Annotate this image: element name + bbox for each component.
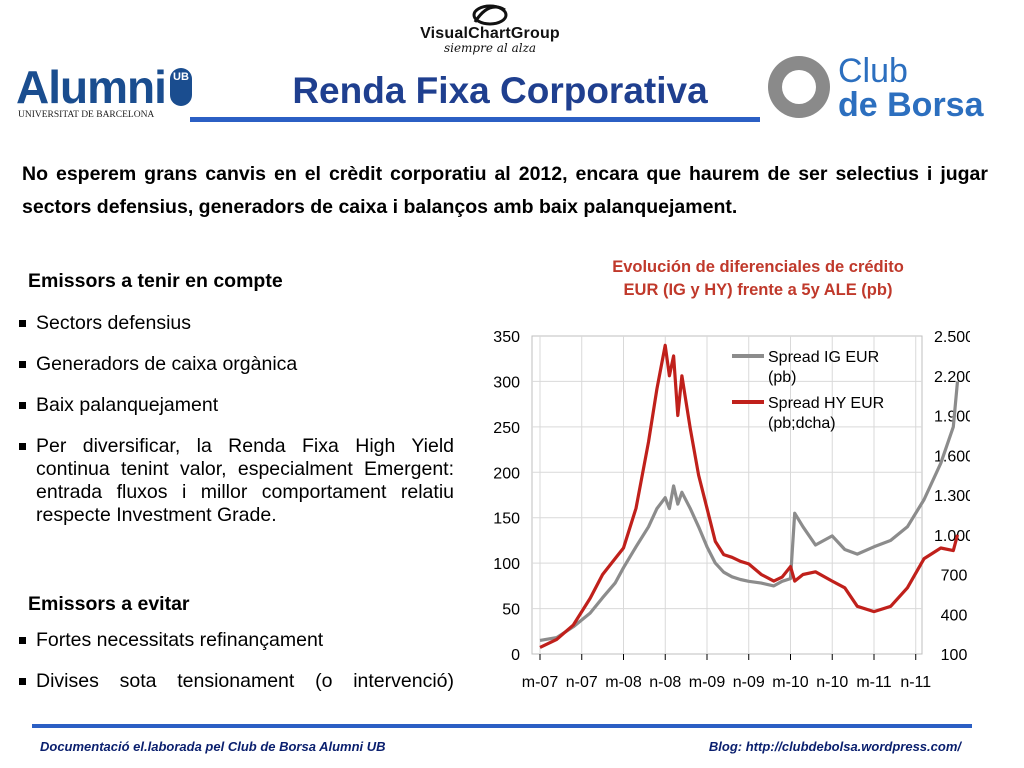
y-right-tick-label: 2.500	[934, 329, 970, 346]
bullet-square-icon	[19, 443, 26, 450]
legend-label: (pb)	[768, 369, 796, 386]
chart-title-line2: EUR (IG y HY) frente a 5y ALE (pb)	[623, 281, 893, 299]
ub-badge: UB	[170, 68, 192, 106]
plot-frame	[531, 335, 923, 655]
y-right-tick-label: 1.000	[934, 528, 970, 545]
y-left-tick-label: 350	[493, 329, 520, 346]
club-de-borsa-logo: Club de Borsa	[768, 50, 988, 124]
chart-title: Evolución de diferenciales de crédito EU…	[548, 256, 968, 302]
list-item-text: Sectors defensius	[36, 312, 192, 334]
list-item: Divises sota tensionament (o intervenció…	[18, 670, 454, 693]
y-left-tick-label: 100	[493, 556, 520, 573]
y-right-tick-label: 1.300	[934, 488, 970, 505]
list-item: Sectors defensius	[18, 312, 454, 335]
list-item-text: Baix palanquejament	[36, 394, 219, 416]
bullet-square-icon	[19, 637, 26, 644]
x-tick-label: m-11	[856, 674, 891, 691]
x-tick-label: n-08	[649, 674, 681, 691]
bullet-square-icon	[19, 678, 26, 685]
legend-label: Spread IG EUR	[768, 349, 879, 366]
y-left-tick-label: 150	[493, 511, 520, 528]
club-badge-icon	[768, 56, 830, 118]
footer-blog-link[interactable]: Blog: http://clubdebolsa.wordpress.com/	[708, 739, 961, 754]
list-item-text: Divises sota tensionament (o intervenció…	[36, 670, 454, 692]
alumni-subtitle: UNIVERSITAT DE BARCELONA	[18, 110, 155, 120]
list-item: Baix palanquejament	[18, 394, 454, 417]
section-heading-avoid: Emissors a evitar	[28, 593, 190, 615]
vcg-name: VisualChartGroup	[420, 25, 560, 42]
y-right-tick-label: 700	[941, 568, 968, 585]
list-item: Per diversificar, la Renda Fixa High Yie…	[18, 435, 454, 527]
y-right-tick-label: 400	[941, 607, 968, 624]
y-right-tick-label: 1.900	[934, 409, 970, 426]
x-tick-label: m-09	[689, 674, 726, 691]
footer-credit: Documentació el.laborada pel Club de Bor…	[40, 739, 386, 754]
x-tick-label: n-10	[816, 674, 848, 691]
x-tick-label: n-09	[733, 674, 765, 691]
series-line	[539, 381, 960, 642]
footer-rule	[32, 724, 972, 728]
y-left-tick-label: 300	[493, 374, 520, 391]
bullet-square-icon	[19, 320, 26, 327]
y-left-tick-label: 250	[493, 420, 520, 437]
de-borsa-word: de Borsa	[838, 86, 984, 124]
vcg-tagline: siempre al alza	[443, 41, 537, 55]
visualchartgroup-logo: VisualChartGroup siempre al alza	[395, 4, 585, 56]
issuers-include-list: Sectors defensius Generadors de caixa or…	[18, 312, 454, 527]
x-tick-label: m-07	[522, 674, 559, 691]
bullet-square-icon	[19, 361, 26, 368]
y-right-tick-label: 100	[941, 647, 968, 664]
series-line	[539, 343, 960, 649]
alumni-ub-logo: Alumni UB UNIVERSITAT DE BARCELONA	[16, 61, 192, 124]
x-tick-label: n-11	[900, 674, 931, 691]
y-left-tick-label: 50	[502, 602, 520, 619]
x-tick-label: n-07	[566, 674, 598, 691]
x-tick-label: m-10	[772, 674, 809, 691]
x-tick-label: m-08	[605, 674, 642, 691]
list-item: Generadors de caixa orgànica	[18, 353, 454, 376]
chart-title-line1: Evolución de diferenciales de crédito	[612, 258, 904, 276]
vcg-swoosh-icon	[472, 4, 508, 26]
legend-label: (pb;dcha)	[768, 415, 836, 432]
list-item-text: Fortes necessitats refinançament	[36, 629, 324, 651]
y-left-tick-label: 200	[493, 465, 520, 482]
bullet-square-icon	[19, 402, 26, 409]
alumni-wordmark: Alumni	[16, 61, 167, 113]
page-title: Renda Fixa Corporativa	[292, 70, 708, 111]
y-right-tick-label: 2.200	[934, 369, 970, 386]
intro-paragraph: No esperem grans canvis en el crèdit cor…	[22, 163, 988, 218]
list-item: Fortes necessitats refinançament	[18, 629, 454, 652]
title-underline	[190, 117, 760, 122]
section-heading-include: Emissors a tenir en compte	[28, 270, 283, 292]
list-item-text: Per diversificar, la Renda Fixa High Yie…	[36, 435, 454, 526]
issuers-avoid-list: Fortes necessitats refinançament Divises…	[18, 629, 454, 711]
spread-chart: 0 50 100 150 200 250 300 350 100 400 700 1.000 1.300…	[493, 329, 970, 691]
y-left-tick-label: 0	[511, 647, 520, 664]
list-item-text: Generadors de caixa orgànica	[36, 353, 298, 375]
legend-label: Spread HY EUR	[768, 395, 884, 412]
club-word: Club	[838, 52, 908, 90]
